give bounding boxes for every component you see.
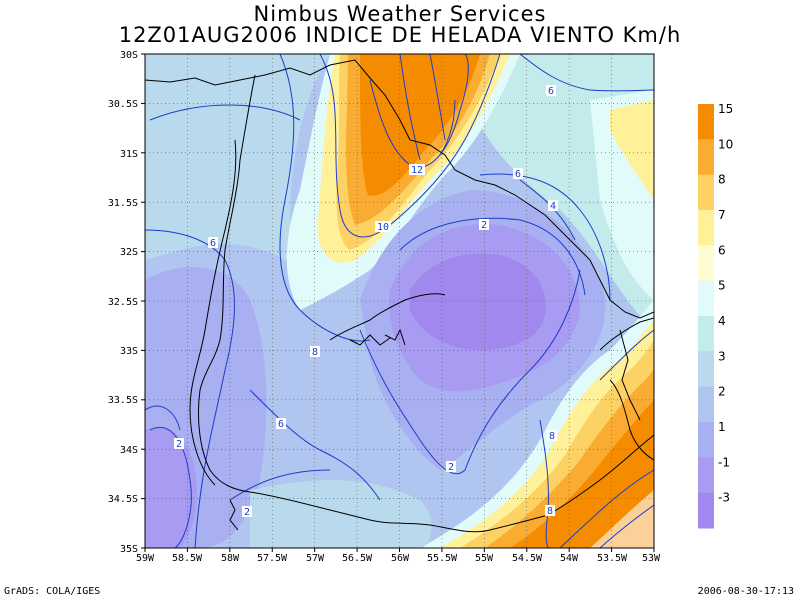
- lat-label: 33S: [120, 346, 138, 357]
- lat-label: 31S: [120, 149, 138, 160]
- map-subtitle: 12Z01AUG2006 INDICE DE HELADA VIENTO Km/…: [118, 23, 682, 47]
- legend-label: 8: [718, 173, 726, 187]
- legend-swatch: [698, 210, 714, 246]
- legend-swatch: [698, 351, 714, 388]
- legend-swatch: [698, 174, 714, 211]
- lon-label: 59W: [136, 553, 155, 564]
- contour-labels: 6 12 10 6 4 2 6 8 6 2 8 8 2 2: [174, 85, 558, 518]
- lat-label: 35S: [120, 544, 138, 555]
- legend-swatch: [698, 457, 714, 494]
- lon-label: 56W: [391, 553, 410, 564]
- legend-swatch: [698, 245, 714, 282]
- legend-label: 5: [718, 279, 726, 293]
- legend-label: 7: [718, 208, 726, 222]
- legend-label: 4: [718, 314, 726, 328]
- legend-label: 10: [718, 137, 733, 151]
- latitude-labels: 30S 30.5S 31S 31.5S 32S 32.5S 33S 33.5S …: [108, 50, 138, 555]
- axis-ticks: [141, 53, 655, 552]
- legend-swatch: [698, 422, 714, 458]
- longitude-labels: 59W 58.5W 58W 57.5W 57W 56.5W 56W 55.5W …: [136, 553, 661, 564]
- contour-label: 4: [550, 201, 556, 212]
- lon-label: 57.5W: [257, 553, 288, 564]
- lat-label: 30S: [120, 50, 138, 61]
- contour-label: 8: [549, 431, 555, 442]
- contour-label: 8: [312, 347, 318, 358]
- lat-label: 30.5S: [108, 99, 138, 110]
- legend-label: 1: [718, 420, 726, 434]
- lat-label: 32.5S: [108, 297, 138, 308]
- contour-label: 6: [548, 86, 554, 97]
- lon-label: 55W: [475, 553, 494, 564]
- footer-timestamp: 2006-08-30-17:13: [697, 586, 794, 597]
- legend-swatch: [698, 280, 714, 317]
- lat-label: 32S: [120, 247, 138, 258]
- legend-swatch: [698, 492, 714, 529]
- shaded-field: [145, 54, 654, 548]
- contour-label: 8: [547, 506, 553, 517]
- country-boundaries: [145, 59, 654, 533]
- contour-label: 2: [481, 220, 487, 231]
- lon-label: 53W: [642, 553, 661, 564]
- lon-label: 58W: [221, 553, 240, 564]
- map-title: Nimbus Weather Services: [253, 2, 547, 26]
- lon-label: 53.5W: [597, 553, 628, 564]
- lon-label: 57W: [306, 553, 325, 564]
- footer-credit: GrADS: COLA/IGES: [4, 586, 101, 597]
- lat-lon-grid: [145, 54, 654, 548]
- contour-label: 12: [411, 165, 423, 176]
- lat-label: 34S: [120, 445, 138, 456]
- lon-label: 58.5W: [172, 553, 203, 564]
- color-legend: 15 10 8 7 6 5 4 3 2 1 -1 -3: [698, 102, 733, 529]
- legend-label: 2: [718, 385, 726, 399]
- lon-label: 55.5W: [427, 553, 458, 564]
- legend-swatch: [698, 139, 714, 176]
- lat-label: 34.5S: [108, 494, 138, 505]
- legend-label: -1: [718, 455, 730, 469]
- contour-label: 6: [278, 419, 284, 430]
- contour-label: 2: [244, 507, 250, 518]
- contour-label: 10: [377, 222, 389, 233]
- contour-lines: [145, 54, 654, 548]
- lon-label: 54W: [560, 553, 579, 564]
- legend-swatch: [698, 104, 714, 140]
- legend-label: 6: [718, 243, 726, 257]
- legend-swatch: [698, 386, 714, 423]
- legend-label: 3: [718, 349, 726, 363]
- legend-label: -3: [718, 491, 730, 505]
- contour-label: 2: [176, 439, 182, 450]
- contour-label: 6: [515, 169, 521, 180]
- lon-label: 56.5W: [342, 553, 373, 564]
- contour-label: 2: [448, 462, 454, 473]
- legend-swatch: [698, 316, 714, 352]
- legend-label: 15: [718, 102, 733, 116]
- lat-label: 31.5S: [108, 198, 138, 209]
- contour-label: 6: [210, 238, 216, 249]
- lon-label: 54.5W: [512, 553, 543, 564]
- lat-label: 33.5S: [108, 395, 138, 406]
